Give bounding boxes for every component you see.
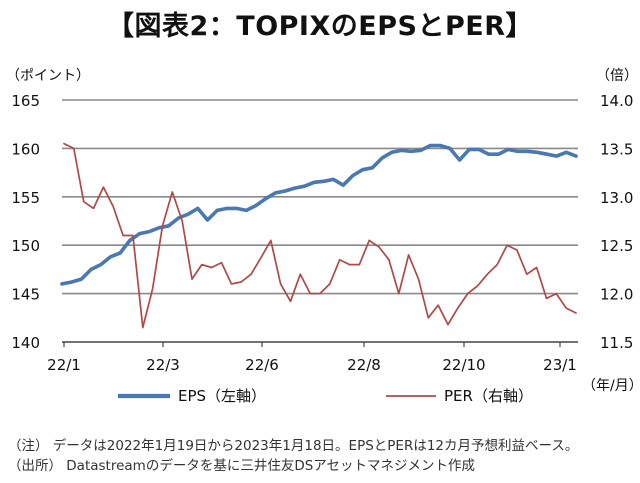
chart-title: 【図表2：TOPIXのEPSとPER】 <box>106 11 533 42</box>
right-tick-label: 13.0 <box>600 189 633 207</box>
x-tick-label: 22/1 <box>47 356 81 374</box>
left-tick-label: 155 <box>11 189 40 207</box>
right-tick-label: 12.5 <box>600 237 633 255</box>
x-tick-label: 22/6 <box>245 356 279 374</box>
legend-label: EPS（左軸） <box>178 387 266 405</box>
left-tick-label: 140 <box>11 334 40 352</box>
left-tick-label: 165 <box>11 92 40 110</box>
left-tick-label: 160 <box>11 140 40 158</box>
x-tick-label: 23/1 <box>543 356 577 374</box>
left-tick-label: 145 <box>11 286 40 304</box>
x-axis-unit: （年/月） <box>582 378 640 394</box>
eps-series-line <box>60 143 578 286</box>
source-line: （出所） Datastreamのデータを基に三井住友DSアセットマネジメント作成 <box>8 458 476 474</box>
x-tick-label: 22/3 <box>146 356 180 374</box>
right-tick-label: 12.0 <box>600 286 633 304</box>
note-line: （注） データは2022年1月19日から2023年1月18日。EPSとPERは1… <box>8 438 579 454</box>
legend-label: PER（右軸） <box>444 387 533 405</box>
x-tick-label: 22/10 <box>442 356 485 374</box>
right-tick-label: 13.5 <box>600 140 633 158</box>
notes: （注） データは2022年1月19日から2023年1月18日。EPSとPERは1… <box>8 436 578 476</box>
x-tick-label: 22/8 <box>347 356 381 374</box>
left-axis-unit: （ポイント） <box>6 68 90 84</box>
right-tick-label: 11.5 <box>600 334 633 352</box>
left-tick-label: 150 <box>11 237 40 255</box>
per-series-line <box>63 142 577 329</box>
right-axis-unit: （倍） <box>596 68 638 84</box>
right-tick-label: 14.0 <box>600 92 633 110</box>
